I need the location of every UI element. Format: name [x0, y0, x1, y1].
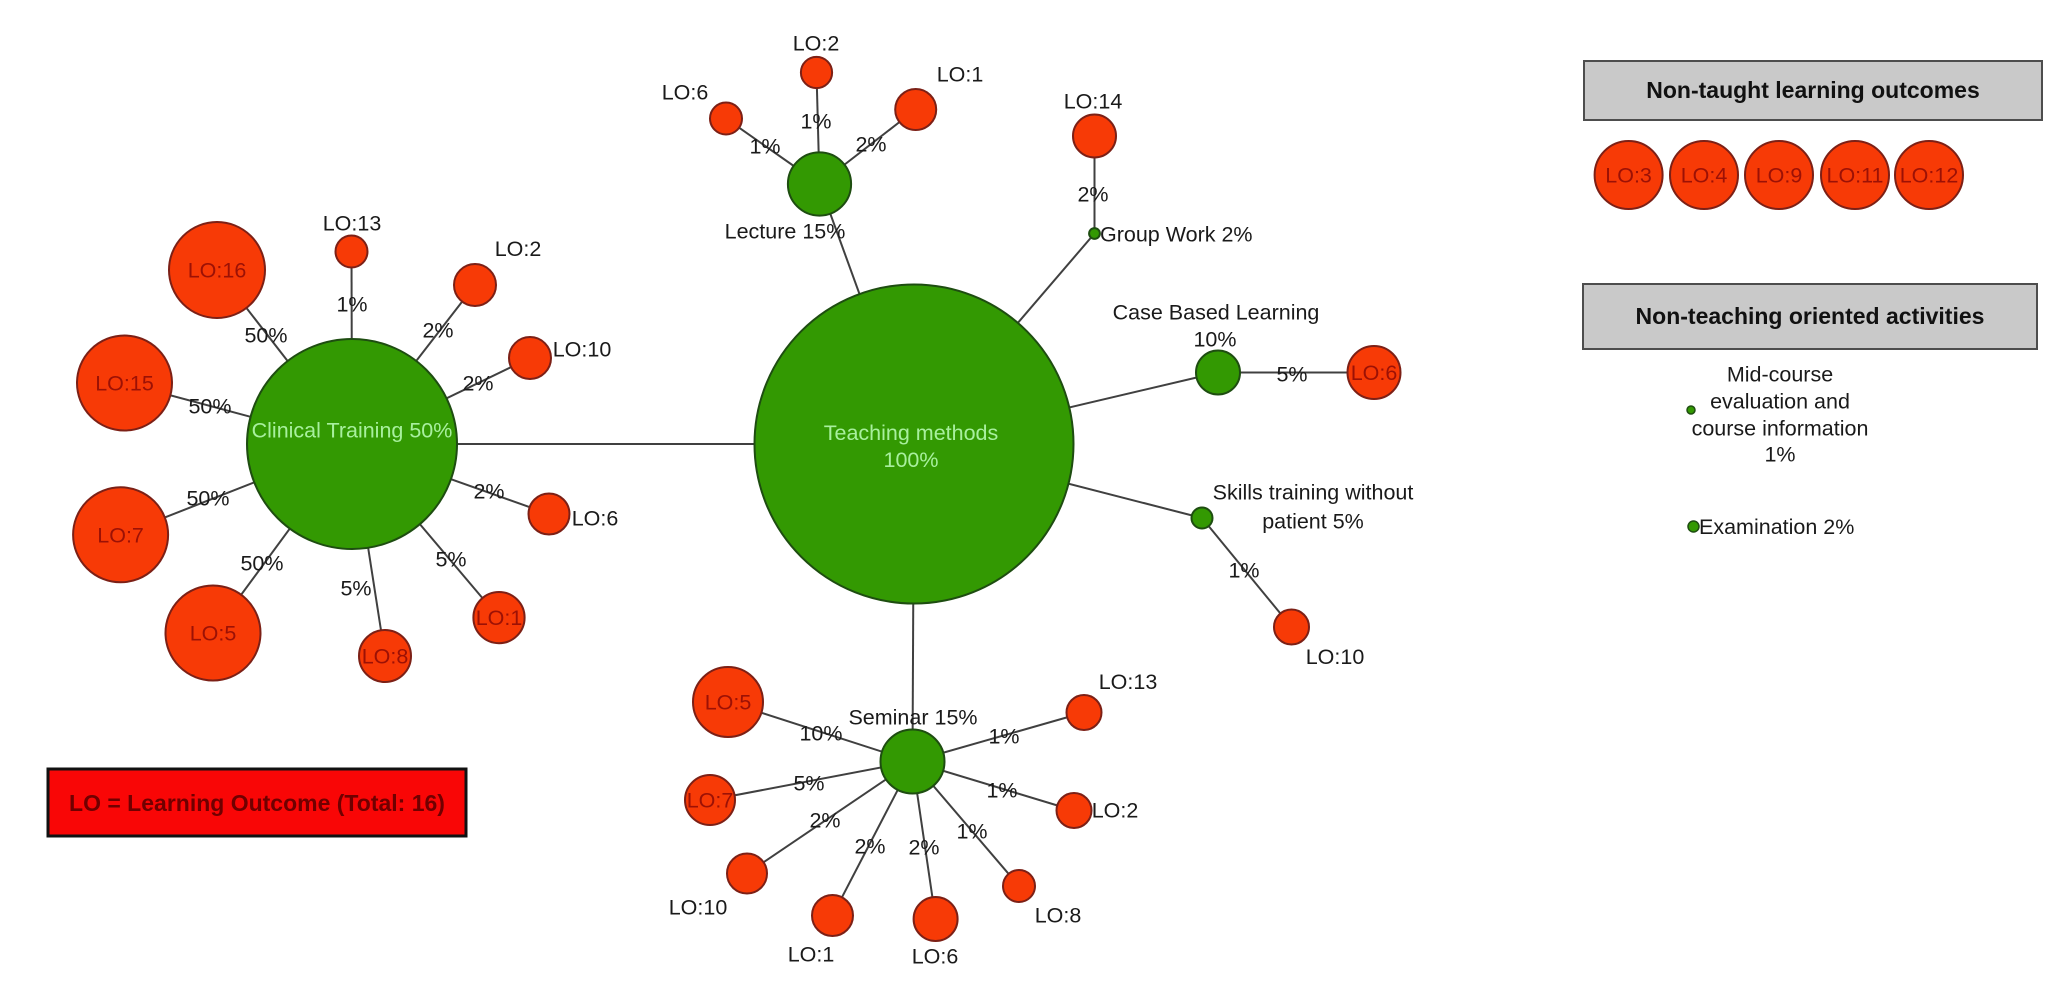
svg-text:LO:5: LO:5	[190, 622, 237, 646]
svg-text:10%: 10%	[1193, 328, 1236, 352]
svg-text:LO:2: LO:2	[495, 237, 542, 261]
svg-text:1%: 1%	[749, 135, 780, 159]
svg-text:LO:13: LO:13	[1099, 670, 1158, 694]
svg-text:50%: 50%	[186, 487, 229, 511]
svg-text:Clinical Training 50%: Clinical Training 50%	[252, 419, 453, 443]
svg-text:LO:7: LO:7	[97, 523, 144, 547]
svg-text:LO:10: LO:10	[1306, 645, 1365, 669]
svg-text:1%: 1%	[336, 293, 367, 317]
svg-text:LO:10: LO:10	[553, 338, 612, 362]
svg-text:1%: 1%	[800, 110, 831, 134]
svg-text:LO:13: LO:13	[323, 212, 382, 236]
svg-text:2%: 2%	[854, 835, 885, 859]
svg-text:LO:1: LO:1	[788, 943, 835, 967]
svg-text:LO:6: LO:6	[912, 945, 959, 969]
svg-text:LO:11: LO:11	[1827, 164, 1884, 188]
svg-text:course information: course information	[1692, 417, 1869, 441]
svg-text:LO:1: LO:1	[937, 63, 984, 87]
svg-text:2%: 2%	[908, 836, 939, 860]
svg-text:Teaching methods: Teaching methods	[824, 421, 999, 445]
svg-text:100%: 100%	[884, 448, 939, 472]
svg-text:LO:3: LO:3	[1605, 164, 1652, 188]
svg-text:LO:6: LO:6	[662, 81, 709, 105]
svg-text:5%: 5%	[435, 548, 466, 572]
svg-text:2%: 2%	[1077, 183, 1108, 207]
svg-text:2%: 2%	[809, 809, 840, 833]
svg-text:2%: 2%	[462, 372, 493, 396]
svg-text:LO:6: LO:6	[1351, 361, 1398, 385]
svg-text:Non-teaching oriented activiti: Non-teaching oriented activities	[1636, 303, 1985, 329]
svg-text:Non-taught learning outcomes: Non-taught learning outcomes	[1646, 77, 1980, 103]
svg-text:LO:6: LO:6	[572, 507, 619, 531]
svg-text:Group Work 2%: Group Work 2%	[1100, 223, 1253, 247]
svg-text:Skills training without: Skills training without	[1213, 481, 1414, 505]
svg-text:LO:14: LO:14	[1064, 90, 1123, 114]
svg-text:10%: 10%	[799, 722, 842, 746]
svg-text:5%: 5%	[1276, 363, 1307, 387]
svg-text:Seminar 15%: Seminar 15%	[848, 706, 977, 730]
svg-text:Lecture 15%: Lecture 15%	[725, 220, 846, 244]
svg-text:1%: 1%	[986, 779, 1017, 803]
svg-text:evaluation and: evaluation and	[1710, 390, 1850, 414]
svg-text:Examination 2%: Examination 2%	[1699, 515, 1854, 539]
svg-text:LO:7: LO:7	[687, 789, 734, 813]
svg-text:LO:9: LO:9	[1756, 164, 1803, 188]
svg-text:1%: 1%	[988, 725, 1019, 749]
svg-text:5%: 5%	[793, 772, 824, 796]
svg-text:Case Based Learning: Case Based Learning	[1113, 301, 1320, 325]
svg-text:2%: 2%	[855, 133, 886, 157]
svg-text:50%: 50%	[188, 395, 231, 419]
svg-text:2%: 2%	[473, 480, 504, 504]
svg-text:LO:16: LO:16	[188, 259, 247, 283]
svg-text:2%: 2%	[422, 319, 453, 343]
svg-text:LO:15: LO:15	[95, 372, 154, 396]
svg-text:1%: 1%	[1764, 443, 1795, 467]
svg-text:LO:8: LO:8	[362, 645, 409, 669]
svg-text:50%: 50%	[244, 324, 287, 348]
svg-text:LO:10: LO:10	[669, 896, 728, 920]
svg-text:LO:2: LO:2	[793, 32, 840, 56]
svg-text:LO:5: LO:5	[705, 691, 752, 715]
svg-text:LO:2: LO:2	[1092, 799, 1139, 823]
svg-text:1%: 1%	[956, 820, 987, 844]
svg-text:patient 5%: patient 5%	[1262, 510, 1364, 534]
svg-text:5%: 5%	[340, 577, 371, 601]
svg-text:LO:1: LO:1	[476, 606, 523, 630]
svg-text:Mid-course: Mid-course	[1727, 363, 1833, 387]
svg-text:LO:12: LO:12	[1900, 164, 1959, 188]
svg-text:50%: 50%	[240, 552, 283, 576]
svg-text:LO = Learning Outcome (Total:: LO = Learning Outcome (Total: 16)	[69, 790, 445, 816]
svg-text:1%: 1%	[1228, 559, 1259, 583]
svg-text:LO:4: LO:4	[1681, 164, 1728, 188]
svg-text:LO:8: LO:8	[1035, 904, 1082, 928]
